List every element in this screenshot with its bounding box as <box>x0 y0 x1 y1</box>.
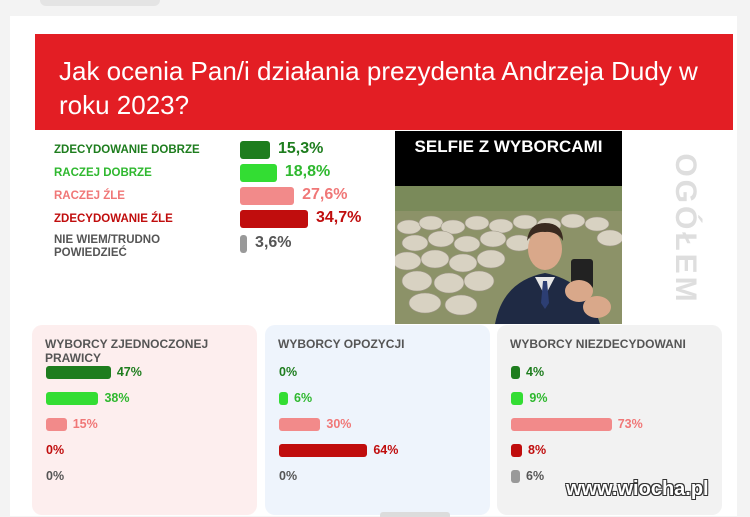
title-banner: Jak ocenia Pan/i działania prezydenta An… <box>35 34 733 130</box>
panel-undecided-voters: WYBORCY NIEZDECYDOWANI 4% 9% 73% 8% 6% <box>497 325 722 515</box>
top-tab-edge <box>40 0 160 6</box>
panel-title: WYBORCY NIEZDECYDOWANI <box>510 337 686 351</box>
row-bar <box>240 164 277 182</box>
segment-value: 4% <box>526 365 545 379</box>
overall-side-label-text: OGÓŁEM <box>669 152 702 305</box>
segment-value: 64% <box>373 443 399 457</box>
row-bar <box>240 235 248 253</box>
segment-bar <box>279 392 288 405</box>
top-strip <box>0 0 750 18</box>
segment-bar <box>279 418 321 431</box>
row-value: 34,7% <box>316 209 362 226</box>
row-bar <box>240 187 295 205</box>
photo-caption: SELFIE Z WYBORCAMI <box>414 137 603 156</box>
panel-title: WYBORCY OPOZYCJI <box>278 337 405 351</box>
bottom-tab-edge <box>380 512 450 517</box>
segment-value: 9% <box>529 391 548 405</box>
segment-bar <box>46 392 99 405</box>
segment-bar <box>511 366 520 379</box>
row-value: 3,6% <box>255 234 292 251</box>
panel-right-wing-voters: WYBORCY ZJEDNOCZONEJ PRAWICY 47% 38% 15% 0%… <box>32 325 257 515</box>
row-label: RACZEJ DOBRZE <box>54 167 152 179</box>
row-bar <box>240 141 270 159</box>
site-watermark: www.wiocha.pl <box>566 478 709 500</box>
segment-value: 38% <box>104 391 130 405</box>
segment-bar <box>46 418 67 431</box>
row-value: 18,8% <box>284 163 331 180</box>
segment-value: 15% <box>72 417 98 431</box>
selfie-photo-art <box>395 131 622 324</box>
segment-value: 30% <box>326 417 352 431</box>
segment-value: 6% <box>526 469 545 483</box>
row-label: NIE WIEM/TRUDNO POWIEDZIEĆ <box>54 234 161 259</box>
poll-question-title: Jak ocenia Pan/i działania prezydenta An… <box>59 56 698 120</box>
segment-value: 6% <box>294 391 313 405</box>
segment-value: 0% <box>279 469 298 483</box>
row-bar <box>240 210 308 228</box>
segment-value: 0% <box>46 469 65 483</box>
segment-bar <box>511 444 523 457</box>
row-value: 15,3% <box>277 140 324 157</box>
poll-card: Jak ocenia Pan/i działania prezydenta An… <box>10 16 737 516</box>
segment-value: 8% <box>528 443 547 457</box>
segment-bar <box>511 470 520 483</box>
segment-bar <box>279 444 368 457</box>
row-label: ZDECYDOWANIE ŹLE <box>54 213 173 225</box>
segment-value: 47% <box>116 365 142 379</box>
segment-value: 0% <box>279 365 298 379</box>
row-label: ZDECYDOWANIE DOBRZE <box>54 144 200 156</box>
row-value: 27,6% <box>302 186 348 203</box>
segment-value: 73% <box>617 417 643 431</box>
segment-bar <box>46 366 111 379</box>
segment-bar <box>511 418 612 431</box>
selfie-photo: SELFIE Z WYBORCAMI <box>395 131 622 324</box>
segment-value: 0% <box>46 443 65 457</box>
panel-opposition-voters: WYBORCY OPOZYCJI 0% 6% 30% 64% 0% <box>265 325 490 515</box>
panel-title: WYBORCY ZJEDNOCZONEJ PRAWICY <box>45 337 209 365</box>
segment-bar <box>511 392 524 405</box>
overall-side-label: OGÓŁEM <box>660 146 710 311</box>
row-label: RACZEJ ŹLE <box>54 190 125 202</box>
